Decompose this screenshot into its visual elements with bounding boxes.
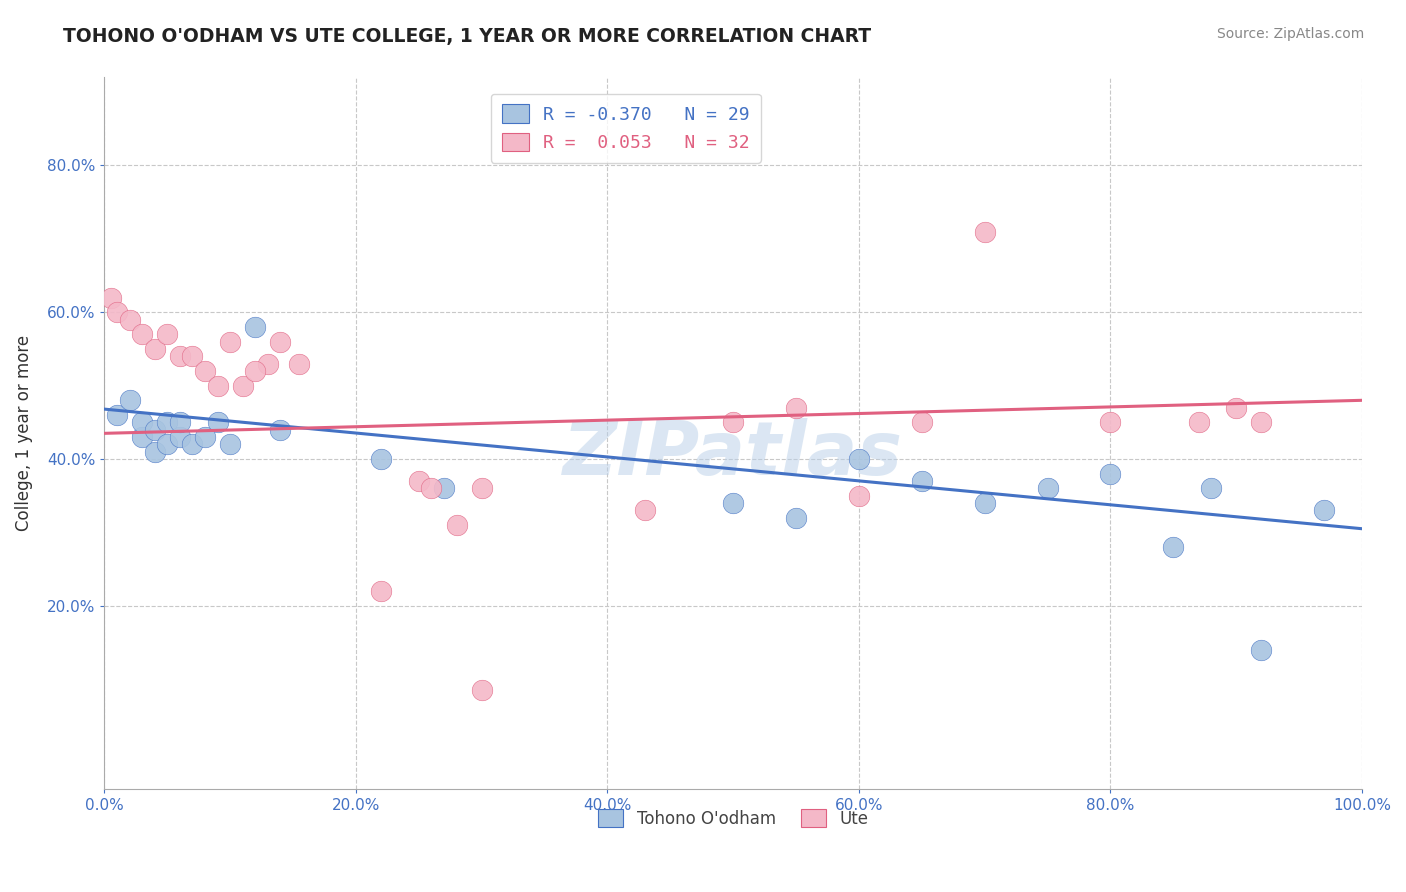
Point [911,415,934,429]
Point [370,584,392,599]
Point [1250,415,1272,429]
Point [408,474,430,488]
Point [169,349,191,363]
Point [785,510,807,524]
Text: TOHONO O'ODHAM VS UTE COLLEGE, 1 YEAR OR MORE CORRELATION CHART: TOHONO O'ODHAM VS UTE COLLEGE, 1 YEAR OR… [63,27,872,45]
Point [1225,401,1247,415]
Point [446,518,468,533]
Point [143,423,166,437]
Point [194,430,217,444]
Point [219,334,242,349]
Point [288,357,311,371]
Point [232,378,254,392]
Point [848,489,870,503]
Point [471,683,494,698]
Point [118,312,141,326]
Point [1099,467,1122,481]
Point [169,430,191,444]
Point [420,481,443,495]
Point [1036,481,1059,495]
Point [433,481,456,495]
Point [257,357,280,371]
Point [245,320,267,334]
Point [848,452,870,467]
Point [245,364,267,378]
Point [1163,540,1185,554]
Point [269,334,291,349]
Point [1250,642,1272,657]
Point [911,474,934,488]
Point [207,378,229,392]
Point [100,291,122,305]
Point [973,225,995,239]
Point [1313,503,1336,517]
Text: Source: ZipAtlas.com: Source: ZipAtlas.com [1216,27,1364,41]
Point [194,364,217,378]
Point [131,430,153,444]
Point [156,437,179,451]
Point [471,481,494,495]
Point [973,496,995,510]
Point [1199,481,1222,495]
Point [156,327,179,342]
Point [634,503,657,517]
Point [721,415,744,429]
Point [105,408,128,422]
Point [1099,415,1122,429]
Point [1187,415,1209,429]
Point [131,327,153,342]
Point [143,342,166,356]
Text: ZIPatlas: ZIPatlas [564,418,903,491]
Point [219,437,242,451]
Point [181,437,204,451]
Y-axis label: College, 1 year or more: College, 1 year or more [15,335,32,532]
Point [785,401,807,415]
Point [105,305,128,319]
Point [131,415,153,429]
Point [269,423,291,437]
Point [721,496,744,510]
Point [169,415,191,429]
Legend: Tohono O'odham, Ute: Tohono O'odham, Ute [592,803,875,834]
Point [207,415,229,429]
Point [118,393,141,408]
Point [370,452,392,467]
Point [181,349,204,363]
Point [143,444,166,458]
Point [156,415,179,429]
